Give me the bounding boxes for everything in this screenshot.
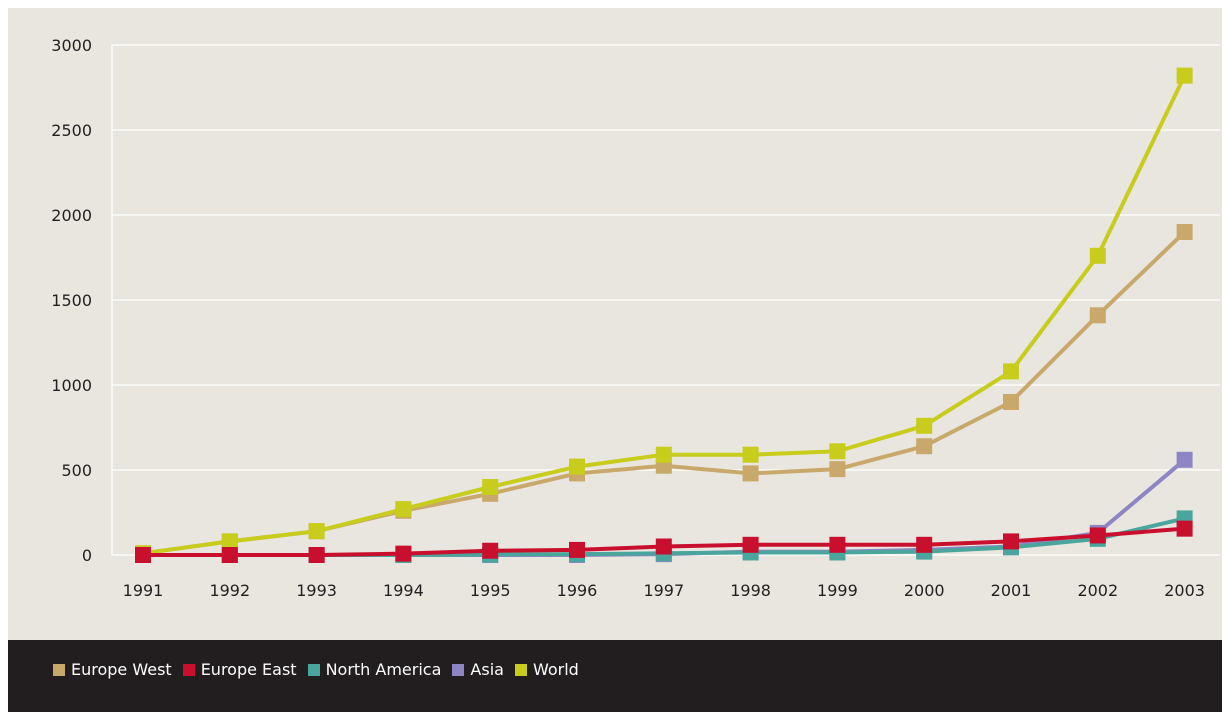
x-tick-label: 1999 bbox=[817, 581, 858, 600]
series-line bbox=[142, 74, 1187, 556]
x-tick-label: 1991 bbox=[123, 581, 164, 600]
y-tick-label: 1000 bbox=[51, 376, 92, 395]
y-tick-label: 500 bbox=[61, 461, 92, 480]
data-point bbox=[1089, 307, 1106, 324]
data-point bbox=[742, 465, 759, 482]
legend-swatch bbox=[307, 663, 320, 676]
data-point bbox=[1003, 394, 1019, 410]
y-tick-label: 2000 bbox=[51, 206, 92, 225]
series-line bbox=[142, 230, 1186, 556]
y-tick-label: 0 bbox=[82, 546, 92, 565]
data-point bbox=[916, 438, 933, 455]
x-tick-label: 2003 bbox=[1164, 581, 1205, 600]
legend-swatch bbox=[182, 663, 195, 676]
legend-item: Europe West bbox=[53, 660, 172, 679]
data-point bbox=[1176, 451, 1193, 468]
x-tick-label: 1997 bbox=[643, 581, 684, 600]
x-tick-label: 2002 bbox=[1077, 581, 1118, 600]
data-point bbox=[829, 461, 846, 478]
data-point bbox=[569, 458, 585, 475]
y-tick-label: 3000 bbox=[51, 36, 92, 55]
x-tick-label: 1996 bbox=[557, 581, 598, 600]
y-axis-tick-labels: 0 500 1000 1500 2000 2500 3000 bbox=[51, 36, 92, 565]
data-point bbox=[308, 523, 325, 540]
x-tick-label: 2000 bbox=[904, 581, 945, 600]
chart-frame: 0 500 1000 1500 2000 2500 3000 1991 1992 1993 199… bbox=[8, 8, 1222, 712]
series-world bbox=[135, 67, 1193, 562]
series-europe-east bbox=[135, 520, 1193, 563]
data-point bbox=[742, 536, 759, 553]
legend-item: Asia bbox=[452, 660, 504, 679]
legend-label: World bbox=[532, 660, 579, 679]
gridlines bbox=[111, 44, 1220, 556]
data-point bbox=[655, 538, 672, 555]
data-point bbox=[655, 446, 672, 463]
data-point bbox=[135, 547, 151, 563]
data-point bbox=[221, 533, 238, 550]
data-point bbox=[916, 417, 933, 434]
legend-label: North America bbox=[325, 660, 442, 679]
y-tick-label: 2500 bbox=[51, 121, 92, 140]
data-point bbox=[569, 541, 585, 558]
data-point bbox=[1176, 224, 1193, 240]
x-axis-tick-labels: 1991 1992 1993 1994 1995 1996 1997 1998 1999 2000… bbox=[123, 581, 1205, 600]
x-tick-label: 1995 bbox=[470, 581, 511, 600]
x-tick-label: 2001 bbox=[991, 581, 1032, 600]
legend-swatch bbox=[452, 663, 465, 676]
legend-label: Asia bbox=[470, 660, 504, 679]
legend-label: Europe West bbox=[71, 660, 172, 679]
data-point bbox=[742, 446, 759, 463]
series-lines bbox=[135, 67, 1193, 563]
data-point bbox=[1089, 527, 1106, 544]
data-point bbox=[916, 536, 933, 553]
series-europe-west bbox=[135, 224, 1193, 562]
x-tick-label: 1994 bbox=[383, 581, 424, 600]
data-point bbox=[829, 443, 846, 460]
data-point bbox=[308, 547, 325, 563]
data-point bbox=[482, 479, 499, 495]
legend-swatch bbox=[514, 663, 527, 676]
data-point bbox=[1003, 363, 1019, 380]
x-tick-label: 1998 bbox=[730, 581, 771, 600]
data-point bbox=[829, 536, 846, 553]
x-tick-label: 1992 bbox=[209, 581, 250, 600]
legend-label: Europe East bbox=[200, 660, 297, 679]
legend-item: World bbox=[514, 660, 579, 679]
data-point bbox=[482, 542, 499, 559]
legend-item: North America bbox=[307, 660, 442, 679]
data-point bbox=[1089, 247, 1106, 264]
data-point bbox=[1176, 67, 1193, 84]
x-tick-label: 1993 bbox=[296, 581, 337, 600]
legend: Europe West Europe East North America Asia W… bbox=[8, 640, 1222, 712]
data-point bbox=[221, 547, 238, 563]
y-tick-label: 1500 bbox=[51, 291, 92, 310]
legend-items: Europe West Europe East North America Asia W… bbox=[53, 660, 590, 679]
data-point bbox=[1003, 533, 1019, 550]
data-point bbox=[1176, 520, 1193, 537]
legend-item: Europe East bbox=[182, 660, 297, 679]
data-point bbox=[395, 545, 412, 562]
legend-swatch bbox=[53, 663, 65, 676]
data-point bbox=[395, 501, 412, 518]
